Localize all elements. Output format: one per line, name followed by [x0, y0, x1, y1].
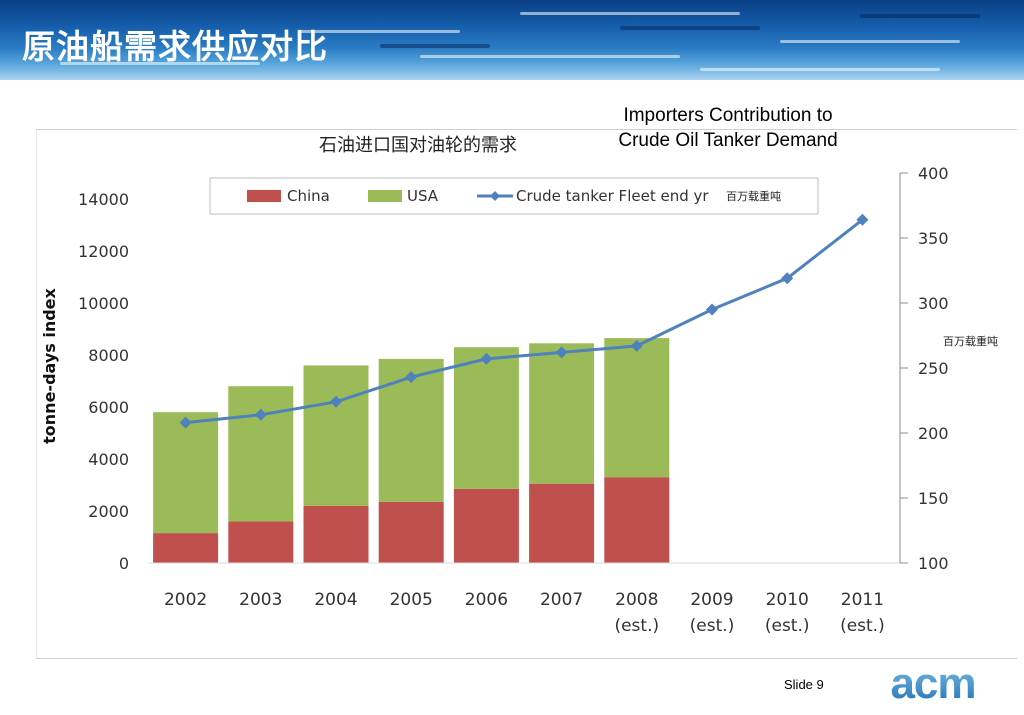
fleet-point: [630, 339, 643, 352]
x-tick-label: 2010: [766, 590, 809, 610]
slide-subtitle-line1: Importers Contribution to: [623, 105, 833, 126]
logo-text: acm: [890, 664, 975, 702]
x-tick-label: 2003: [239, 590, 282, 610]
x-tick-label: 2008: [615, 590, 658, 610]
x-tick-label: 2007: [540, 590, 583, 610]
y-tick-label: 14000: [78, 190, 129, 209]
title-banner: 原油船需求供应对比: [0, 0, 1024, 80]
fleet-point: [405, 371, 418, 384]
acm-logo: acm: [890, 664, 976, 702]
slide-subtitle-line2: Crude Oil Tanker Demand: [618, 130, 838, 151]
y2-tick-label: 350: [918, 229, 949, 248]
chart-frame: [36, 129, 1017, 659]
x-tick-label: 2011: [841, 590, 884, 610]
bar-usa: [453, 347, 519, 489]
fleet-line: [185, 218, 864, 425]
y2-tick-label: 300: [918, 294, 949, 313]
bar-usa: [153, 412, 219, 534]
y-axis-title: tonne-days index: [40, 287, 59, 443]
bar-china: [303, 505, 369, 563]
bar-china: [378, 501, 444, 563]
y-tick-label: 0: [119, 554, 129, 573]
fleet-point: [480, 352, 493, 365]
legend-box: [209, 177, 819, 215]
bar-usa: [604, 338, 670, 478]
bar-usa: [228, 386, 294, 522]
fleet-point: [179, 416, 192, 429]
y-tick-label: 10000: [78, 294, 129, 313]
x-tick-note: (est.): [614, 616, 659, 636]
fleet-point: [706, 303, 718, 316]
x-tick-label: 2009: [690, 590, 733, 610]
x-tick-label: 2004: [314, 590, 357, 610]
y-tick-label: 8000: [88, 346, 129, 365]
x-tick-note: (est.): [840, 616, 885, 636]
bar-usa: [303, 365, 369, 506]
y-tick-label: 4000: [88, 450, 129, 469]
x-tick-note: (est.): [690, 616, 735, 636]
legend-label-china: China: [287, 187, 330, 205]
legend-label-fleet: Crude tanker Fleet end yr: [516, 187, 709, 205]
slide-number: Slide 9: [784, 677, 824, 692]
fleet-point: [330, 395, 342, 408]
legend-swatch-usa: [368, 190, 402, 202]
fleet-point: [555, 346, 568, 359]
bar-china: [604, 477, 670, 563]
fleet-point: [781, 272, 794, 285]
y2-tick-label: 250: [918, 359, 949, 378]
y-tick-label: 12000: [78, 242, 129, 261]
bar-usa: [529, 343, 595, 484]
x-tick-label: 2002: [164, 590, 207, 610]
slide-title: 原油船需求供应对比: [22, 27, 328, 66]
bar-china: [153, 533, 219, 563]
slide-subtitle: Importers Contribution to Crude Oil Tank…: [585, 103, 871, 153]
legend-label-usa: USA: [407, 187, 439, 205]
x-tick-label: 2006: [465, 590, 508, 610]
y2-axis-title: 百万载重吨: [943, 334, 998, 348]
y2-tick-label: 400: [918, 164, 949, 183]
y-tick-label: 6000: [88, 398, 129, 417]
y2-tick-label: 150: [918, 489, 949, 508]
x-tick-note: (est.): [765, 616, 810, 636]
bar-china: [453, 488, 519, 563]
chart-title: 石油进口国对油轮的需求: [319, 135, 517, 156]
legend-unit-label: 百万载重吨: [726, 189, 781, 203]
legend-marker-fleet: [490, 191, 500, 201]
y-tick-label: 2000: [88, 502, 129, 521]
bar-china: [228, 521, 294, 563]
bar-china: [529, 483, 595, 563]
x-tick-label: 2005: [390, 590, 433, 610]
y2-tick-label: 200: [918, 424, 949, 443]
fleet-point: [254, 408, 267, 421]
legend-swatch-china: [247, 190, 281, 202]
fleet-point: [856, 213, 869, 226]
y2-tick-label: 100: [918, 554, 949, 573]
